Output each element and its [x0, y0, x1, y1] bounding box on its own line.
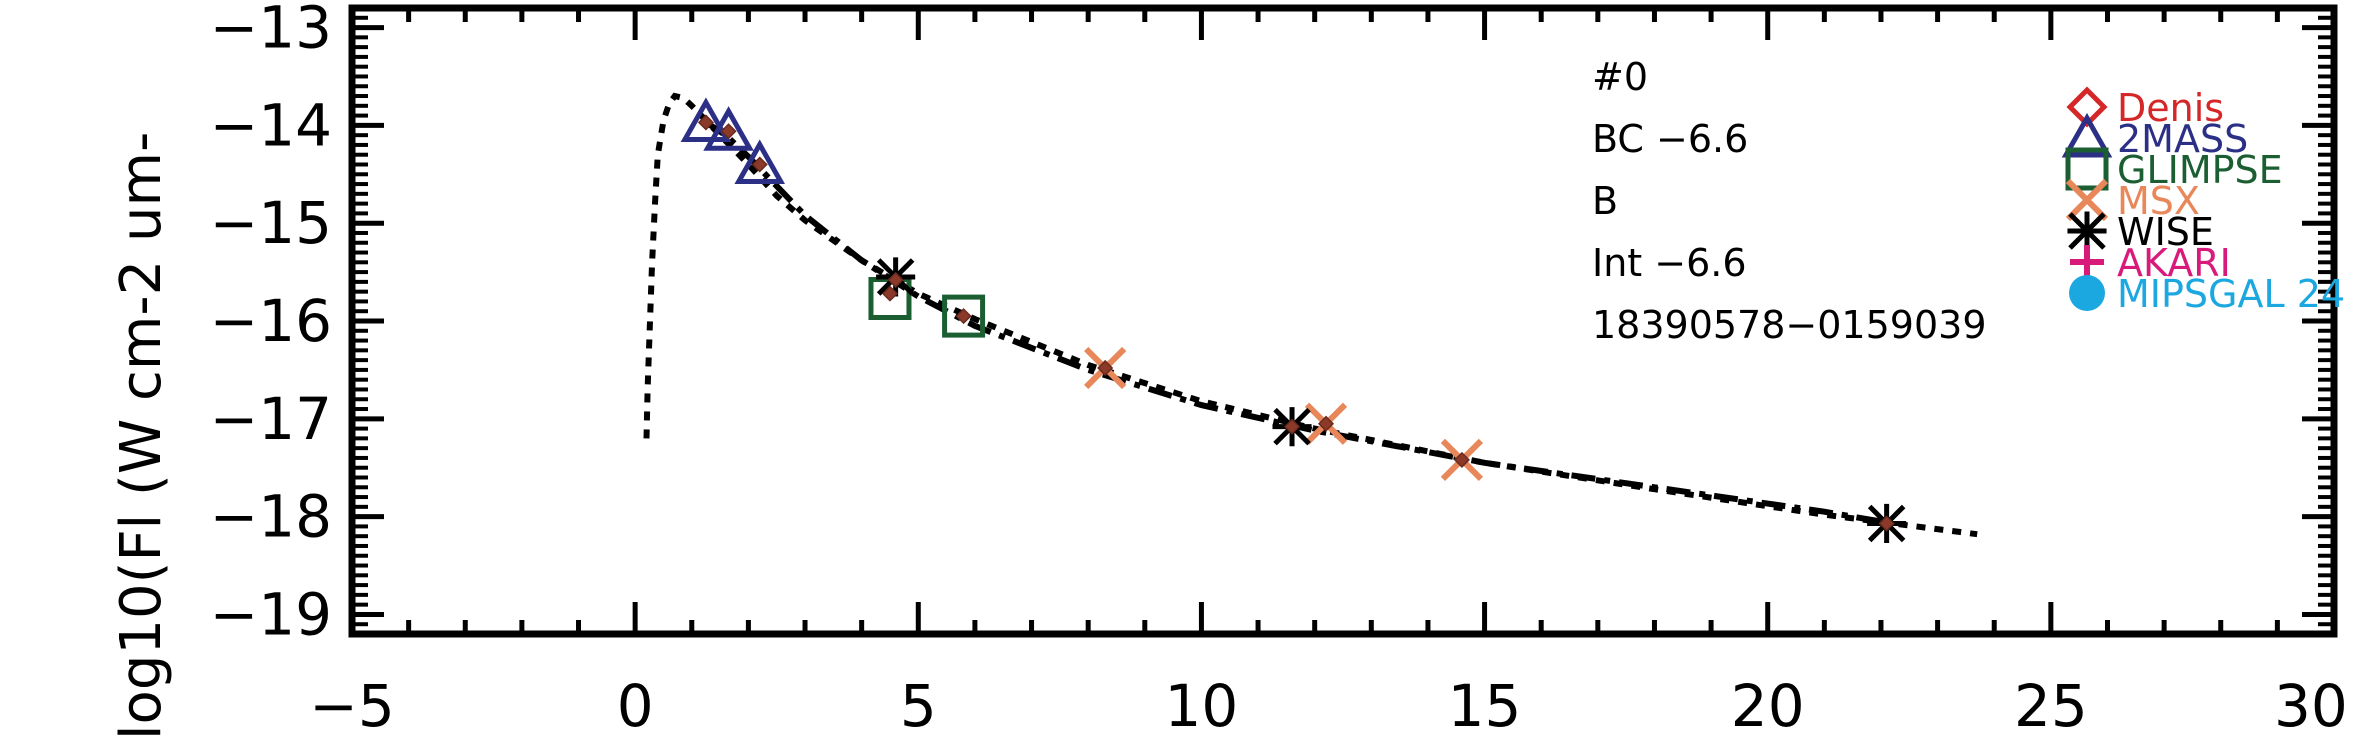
legend-glimpse-label: GLIMPSE: [2117, 148, 2283, 192]
model-points-point: [887, 271, 904, 288]
y-tick-label: −16: [210, 287, 332, 355]
model-points-point: [955, 308, 972, 325]
2mass-point: [734, 139, 786, 184]
legend-msx-marker: [2065, 178, 2109, 222]
annotation-bc: BC −6.6: [1592, 117, 1748, 161]
legend-akari-marker: [2070, 245, 2104, 279]
x-tick-label: 30: [2274, 672, 2348, 740]
x-tick-label: 10: [1165, 672, 1239, 740]
y-tick-label: −13: [210, 0, 332, 62]
x-tick-label: 15: [1448, 672, 1522, 740]
model-points-point: [881, 285, 899, 302]
model-points-point: [720, 123, 737, 140]
model-points-point: [697, 114, 714, 131]
legend-mipsgal-24-label: MIPSGAL 24: [2117, 272, 2345, 316]
2mass-point: [703, 106, 754, 151]
x-tick-label: 0: [617, 672, 654, 740]
y-tick-label: −18: [210, 483, 332, 551]
x-tick-label: 20: [1731, 672, 1805, 740]
annotation-int: Int −6.6: [1592, 241, 1747, 285]
model-points-point: [751, 156, 768, 173]
x-axis-ticks: −5 0 5 10 15 20 25 30: [309, 8, 2348, 740]
2mass-point: [680, 97, 732, 142]
annotation-block: #0 BC −6.6 B Int −6.6 18390578−0159039: [1592, 55, 1987, 347]
model-points-point: [1097, 359, 1114, 377]
y-axis-label: log10(Fl (W cm-2 um-: [109, 132, 174, 740]
model-points-point: [1317, 415, 1335, 432]
x-tick-label: −5: [309, 672, 395, 740]
legend-msx-label: MSX: [2117, 179, 2200, 223]
legend-wise-label: WISE: [2117, 210, 2214, 254]
y-tick-label: −15: [210, 189, 332, 257]
data-points: [680, 97, 1907, 544]
x-tick-label: 25: [2014, 672, 2088, 740]
annotation-source-name: 18390578−0159039: [1592, 303, 1987, 347]
model-points-point: [1283, 418, 1301, 435]
y-tick-label: −19: [210, 580, 332, 648]
y-tick-label: −17: [210, 385, 332, 453]
plot-frame: [348, 4, 2338, 638]
glimpse-point: [942, 294, 986, 338]
legend-2mass-marker: [2061, 112, 2113, 158]
legend-mipsgal-24-marker: [2069, 275, 2105, 311]
model-points-point: [1453, 451, 1470, 468]
model-points-point: [1878, 515, 1895, 532]
legend-akari-label: AKARI: [2117, 241, 2231, 285]
legend-denis-marker: [2066, 86, 2108, 128]
x-tick-label: 5: [900, 672, 937, 740]
legend-2mass-label: 2MASS: [2117, 117, 2248, 161]
legend-denis-label: Denis: [2117, 86, 2224, 130]
y-axis-ticks: −19 −18 −17 −16 −15 −14 −13: [210, 0, 2334, 648]
legend-wise-marker: [2067, 211, 2107, 251]
y-tick-label: −14: [210, 91, 332, 159]
legend-glimpse-marker: [2065, 147, 2109, 191]
annotation-id: #0: [1592, 55, 1648, 99]
annotation-band: B: [1592, 179, 1618, 223]
